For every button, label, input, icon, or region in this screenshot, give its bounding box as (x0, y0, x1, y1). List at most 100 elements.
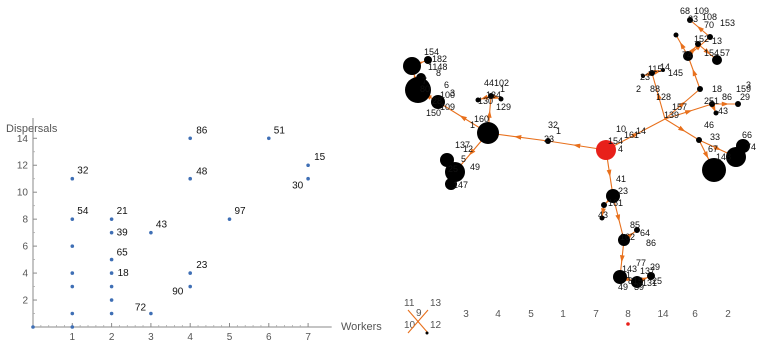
node-label: 153 (720, 18, 735, 28)
scatter-point (109, 298, 114, 302)
node-label: 64 (640, 228, 650, 238)
node-label: 130 (478, 96, 493, 106)
edge-arrow (619, 255, 625, 263)
node-label: 10 (616, 124, 626, 134)
node-label: 134 (486, 90, 501, 100)
node-label: 7 (422, 76, 427, 86)
network-node (661, 68, 665, 72)
node-label: 115 (648, 64, 662, 74)
isolated-root-node (626, 322, 630, 326)
node-label: 152 (694, 34, 709, 44)
point-label: 32 (77, 166, 89, 177)
node-label: 74 (682, 50, 692, 60)
node-label: 6 (444, 80, 449, 90)
x-tick-label: 3 (148, 332, 154, 340)
legend-node-label: 10 (404, 320, 416, 331)
node-label: 39 (634, 282, 644, 292)
node-label: 41 (616, 174, 626, 184)
scatter-point (306, 176, 310, 181)
node-label: 18 (712, 84, 722, 94)
node-label: 74 (746, 142, 756, 152)
network-node (697, 86, 703, 92)
isolated-node-label: 1 (560, 309, 566, 320)
node-label: 49 (618, 282, 628, 292)
edge-arrow (486, 110, 492, 118)
scatter-point (149, 311, 153, 316)
scatter-point (267, 136, 271, 141)
network-node (641, 74, 645, 78)
node-label: 145 (668, 68, 683, 78)
y-tick-label: 12 (17, 161, 29, 172)
network-node (613, 270, 627, 284)
node-label: 137 (455, 140, 470, 150)
node-label: 139 (664, 110, 679, 120)
node-label: 57 (720, 48, 730, 58)
point-label: 97 (235, 206, 247, 217)
network-node (707, 34, 713, 40)
edge-arrow (480, 94, 489, 100)
scatter-point (109, 311, 114, 316)
node-label: 109 (440, 102, 455, 112)
network-node (649, 70, 655, 76)
network-node (606, 189, 620, 203)
edge-arrow (459, 115, 467, 122)
node-label: 68 (680, 6, 690, 16)
network-nodes (403, 17, 750, 288)
node-label: 147 (453, 180, 468, 190)
node-label: 33 (710, 132, 720, 142)
y-tick-label: 14 (17, 134, 29, 145)
edge-arrow (721, 101, 729, 107)
x-tick-label: 7 (305, 332, 311, 340)
scatter-point (70, 311, 75, 316)
node-label: 85 (630, 220, 640, 230)
node-label: 86 (722, 92, 732, 102)
node-label: 43 (598, 210, 608, 220)
node-label: 815 (628, 276, 643, 286)
node-label: 29 (740, 92, 750, 102)
scatter-point (149, 230, 153, 235)
node-label: 29 (650, 262, 660, 272)
network-node (673, 32, 679, 38)
node-label: 25 (448, 164, 458, 174)
scatter-point (109, 230, 114, 235)
legend-node-label: 9 (416, 308, 422, 319)
network-node (445, 162, 465, 182)
legend-node-label: 12 (430, 320, 442, 331)
x-tick-label: 4 (187, 332, 193, 340)
point-label: 30 (292, 181, 304, 192)
node-label: 43 (718, 106, 728, 116)
node-label: 23 (640, 72, 650, 82)
network-node (695, 41, 701, 47)
node-label: 154 (608, 136, 623, 146)
edge-arrow (678, 101, 686, 108)
network-node (683, 51, 693, 61)
edge-arrow (692, 68, 698, 77)
node-label: 14 (660, 62, 670, 72)
node-label: 162 (620, 232, 635, 242)
node-label: 88 (650, 84, 660, 94)
node-label: 108 (702, 12, 717, 22)
point-label: 18 (118, 268, 130, 279)
isolated-node-row: 3 4 5 1 7 8 14 6 2 11 13 910 12 (404, 298, 731, 335)
edge-arrow (573, 143, 581, 149)
scatter-point (188, 136, 192, 141)
node-label: 14 (636, 126, 646, 136)
scatter-points: 32 54 21 39 65 18 43 72 86 48 23 90 97 51 15 30 (31, 125, 326, 329)
edge-arrow (601, 207, 606, 216)
network-node (618, 234, 630, 246)
node-label: 1 (500, 84, 505, 94)
network-node (488, 93, 494, 99)
network-node (687, 17, 693, 23)
node-label: 25 (652, 276, 662, 286)
node-label: 154 (424, 47, 439, 57)
edge-arrow (703, 48, 711, 55)
node-label: 160 (474, 114, 489, 124)
network-edges (411, 19, 744, 283)
network-node (545, 138, 551, 144)
edge-arrow (468, 148, 476, 156)
edge-arrow (702, 151, 709, 159)
scatter-point (227, 217, 232, 221)
node-label: 1 (626, 270, 631, 280)
network-node (440, 153, 454, 167)
node-label: 161 (608, 198, 623, 208)
